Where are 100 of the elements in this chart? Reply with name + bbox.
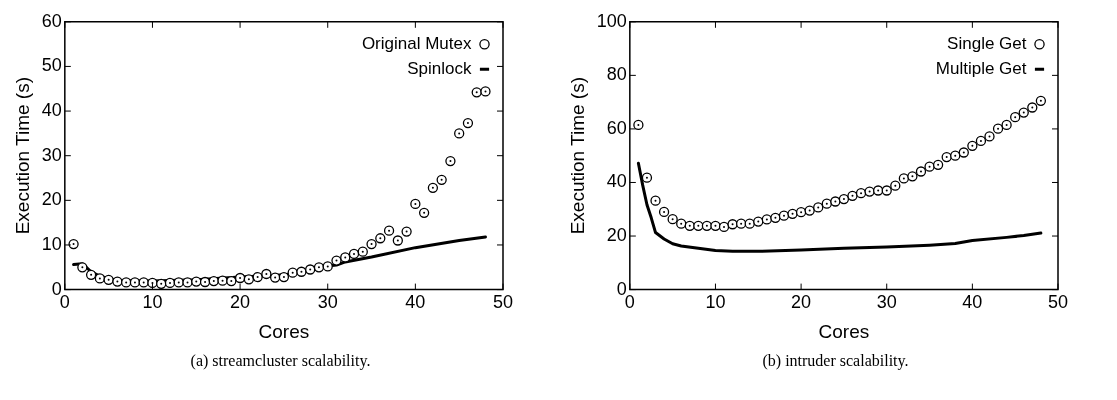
point (305, 264, 316, 275)
y-axis-title: Execution Time (s) (566, 77, 588, 235)
y-tick-label: 20 (606, 225, 627, 246)
point (950, 150, 961, 161)
point (992, 123, 1004, 134)
x-tick-label: 20 (230, 292, 251, 313)
point (68, 238, 79, 250)
point (761, 214, 772, 225)
x-tick-label: 50 (492, 292, 514, 313)
y-tick-label: 60 (606, 117, 627, 138)
point (471, 87, 482, 98)
x-tick-label: 30 (317, 292, 338, 313)
y-axis-title: Execution Time (s) (11, 77, 33, 235)
point (445, 155, 456, 167)
point (199, 276, 211, 288)
point (401, 226, 412, 237)
point (710, 220, 721, 232)
point (744, 218, 755, 229)
point (243, 274, 255, 285)
point (967, 140, 978, 151)
point (727, 219, 738, 230)
point (156, 278, 167, 289)
point (778, 210, 790, 221)
point (847, 190, 858, 202)
point (658, 206, 670, 218)
point (313, 262, 325, 273)
point (261, 268, 272, 280)
point (787, 208, 798, 219)
point (693, 220, 704, 232)
point (804, 205, 815, 216)
point (958, 147, 969, 158)
point (296, 266, 307, 277)
point (392, 235, 403, 246)
point (924, 161, 935, 172)
point (77, 262, 88, 273)
point (121, 277, 132, 288)
point (633, 119, 644, 131)
point (436, 174, 447, 185)
point (1010, 111, 1021, 123)
point (855, 188, 867, 199)
point (103, 274, 114, 285)
point (718, 221, 730, 233)
point (410, 198, 421, 210)
text: (a) streamcluster scalability. (190, 352, 371, 370)
y-tick-label: 30 (41, 144, 62, 165)
point (890, 180, 901, 191)
point (383, 225, 395, 236)
y-tick-label: 100 (596, 10, 627, 31)
point (667, 214, 678, 225)
point (226, 275, 237, 287)
point (173, 277, 184, 288)
y-tick-label: 0 (616, 278, 627, 299)
x-tick-label: 40 (405, 292, 426, 313)
y-tick-label: 80 (606, 64, 627, 85)
x-tick-label: 50 (1047, 292, 1069, 313)
point (94, 273, 106, 284)
point (898, 173, 910, 184)
point (182, 277, 193, 288)
y-tick-label: 40 (41, 100, 62, 121)
point (1001, 119, 1012, 131)
point (164, 277, 176, 289)
point (641, 172, 653, 183)
legend-label: Single Get (947, 33, 1027, 53)
x-tick-label: 20 (791, 292, 812, 313)
point (932, 159, 944, 170)
point (418, 207, 430, 218)
text: (b) intruder scalability. (762, 352, 909, 370)
point (984, 131, 995, 142)
point (85, 269, 97, 281)
y-tick-label: 0 (51, 278, 62, 299)
point (480, 86, 491, 97)
x-axis-title: Cores (258, 320, 310, 342)
point (462, 117, 474, 129)
y-tick-label: 40 (606, 171, 627, 192)
point (129, 277, 141, 288)
point (736, 218, 747, 229)
x-axis-title: Cores (818, 320, 870, 342)
point (873, 185, 884, 196)
point (701, 220, 713, 232)
point (366, 238, 377, 250)
point (138, 277, 149, 288)
x-tick-label: 10 (705, 292, 726, 313)
x-tick-label: 30 (876, 292, 897, 313)
y-tick-label: 60 (41, 10, 62, 31)
point (975, 135, 987, 147)
point (676, 218, 687, 229)
point (427, 182, 439, 193)
point (287, 267, 298, 278)
x-tick-label: 40 (962, 292, 983, 313)
point (454, 128, 465, 139)
point (331, 255, 342, 266)
y-tick-label: 10 (41, 233, 62, 254)
point (821, 198, 832, 209)
point (375, 233, 386, 244)
point (941, 151, 952, 163)
legend-label: Multiple Get (935, 58, 1027, 78)
point (1035, 95, 1047, 106)
point (864, 186, 875, 197)
point (907, 171, 918, 182)
x-tick-label: 10 (142, 292, 163, 313)
